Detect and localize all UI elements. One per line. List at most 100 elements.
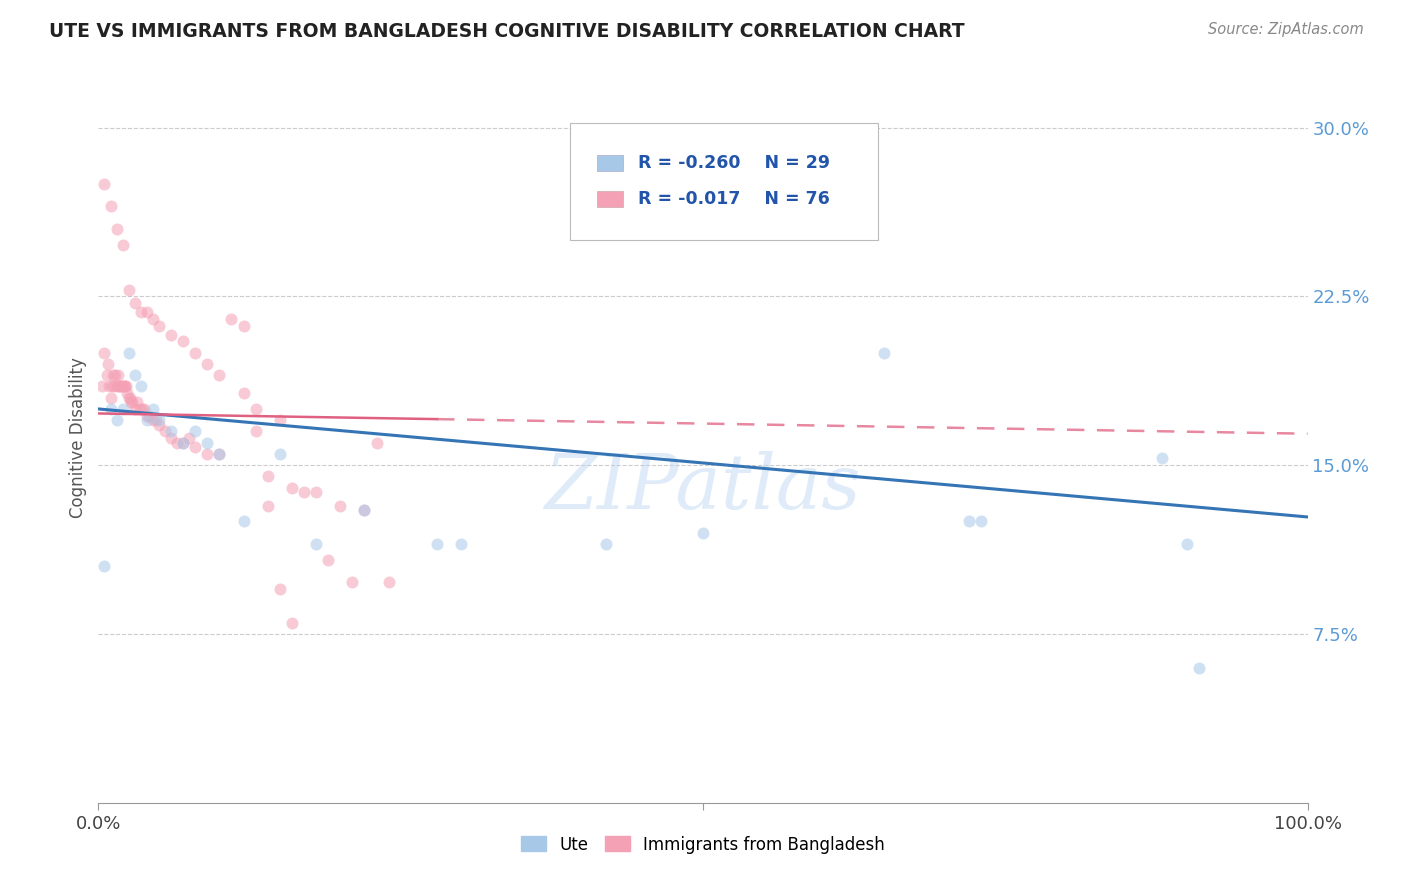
Point — [692, 525, 714, 540]
Point — [153, 425, 176, 439]
Point — [91, 379, 114, 393]
Text: R = -0.260    N = 29: R = -0.260 N = 29 — [638, 153, 830, 172]
Text: ZIPatlas: ZIPatlas — [544, 451, 862, 525]
Point — [160, 327, 183, 342]
Point — [127, 395, 149, 409]
Point — [100, 401, 122, 416]
Point — [232, 386, 254, 401]
Point — [195, 435, 218, 450]
Point — [184, 440, 207, 454]
FancyBboxPatch shape — [596, 191, 623, 208]
Point — [195, 447, 218, 461]
Point — [114, 379, 136, 393]
Point — [108, 379, 131, 393]
FancyBboxPatch shape — [596, 154, 623, 171]
Point — [131, 401, 153, 416]
Point — [112, 379, 135, 393]
Point — [366, 435, 388, 450]
Point — [172, 435, 194, 450]
Point — [269, 447, 291, 461]
Point — [184, 345, 207, 359]
Point — [232, 318, 254, 333]
Point — [142, 312, 165, 326]
Point — [329, 499, 352, 513]
Point — [1188, 661, 1211, 675]
Point — [121, 395, 143, 409]
Text: R = -0.017    N = 76: R = -0.017 N = 76 — [638, 190, 830, 209]
Point — [450, 537, 472, 551]
Point — [208, 447, 231, 461]
Point — [179, 431, 201, 445]
Point — [135, 413, 157, 427]
Point — [108, 379, 131, 393]
Point — [111, 237, 134, 252]
Point — [135, 409, 157, 423]
Point — [105, 222, 128, 236]
Point — [145, 413, 167, 427]
Point — [138, 409, 160, 423]
Point — [93, 559, 115, 574]
Point — [100, 379, 122, 393]
Point — [105, 413, 128, 427]
Point — [221, 312, 243, 326]
Point — [93, 177, 115, 191]
Point — [1175, 537, 1198, 551]
Point — [172, 435, 194, 450]
Point — [105, 379, 128, 393]
Point — [184, 425, 207, 439]
Point — [316, 553, 339, 567]
Point — [873, 345, 896, 359]
Point — [124, 401, 146, 416]
Point — [292, 485, 315, 500]
Point — [129, 379, 152, 393]
Point — [426, 537, 449, 551]
Point — [100, 391, 122, 405]
Point — [103, 379, 125, 393]
Point — [142, 401, 165, 416]
FancyBboxPatch shape — [569, 122, 879, 240]
Point — [269, 582, 291, 596]
Point — [96, 368, 118, 383]
Point — [120, 395, 142, 409]
Point — [128, 401, 150, 416]
Point — [129, 305, 152, 319]
Point — [115, 379, 138, 393]
Point — [256, 499, 278, 513]
Point — [118, 391, 141, 405]
Point — [208, 368, 231, 383]
Point — [160, 425, 183, 439]
Point — [97, 357, 120, 371]
Point — [160, 431, 183, 445]
Point — [101, 368, 124, 383]
Point — [377, 575, 399, 590]
Point — [957, 515, 980, 529]
Text: Source: ZipAtlas.com: Source: ZipAtlas.com — [1208, 22, 1364, 37]
Point — [111, 401, 134, 416]
Point — [281, 481, 304, 495]
Point — [353, 503, 375, 517]
Point — [135, 305, 157, 319]
Point — [245, 425, 267, 439]
Point — [208, 447, 231, 461]
Point — [118, 391, 141, 405]
Point — [104, 368, 127, 383]
Y-axis label: Cognitive Disability: Cognitive Disability — [69, 357, 87, 517]
Point — [269, 413, 291, 427]
Point — [305, 537, 328, 551]
Point — [93, 345, 115, 359]
Point — [98, 379, 121, 393]
Point — [118, 345, 141, 359]
Point — [195, 357, 218, 371]
Point — [1152, 451, 1174, 466]
Point — [245, 401, 267, 416]
Point — [281, 615, 304, 630]
Point — [305, 485, 328, 500]
Point — [118, 283, 141, 297]
Point — [595, 537, 617, 551]
Point — [342, 575, 364, 590]
Point — [148, 413, 170, 427]
Point — [124, 368, 146, 383]
Point — [111, 379, 134, 393]
Point — [148, 318, 170, 333]
Point — [353, 503, 375, 517]
